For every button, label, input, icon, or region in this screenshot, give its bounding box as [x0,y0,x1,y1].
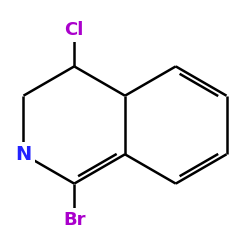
Text: Br: Br [63,211,86,229]
Text: Cl: Cl [64,21,84,39]
Text: N: N [15,145,32,164]
